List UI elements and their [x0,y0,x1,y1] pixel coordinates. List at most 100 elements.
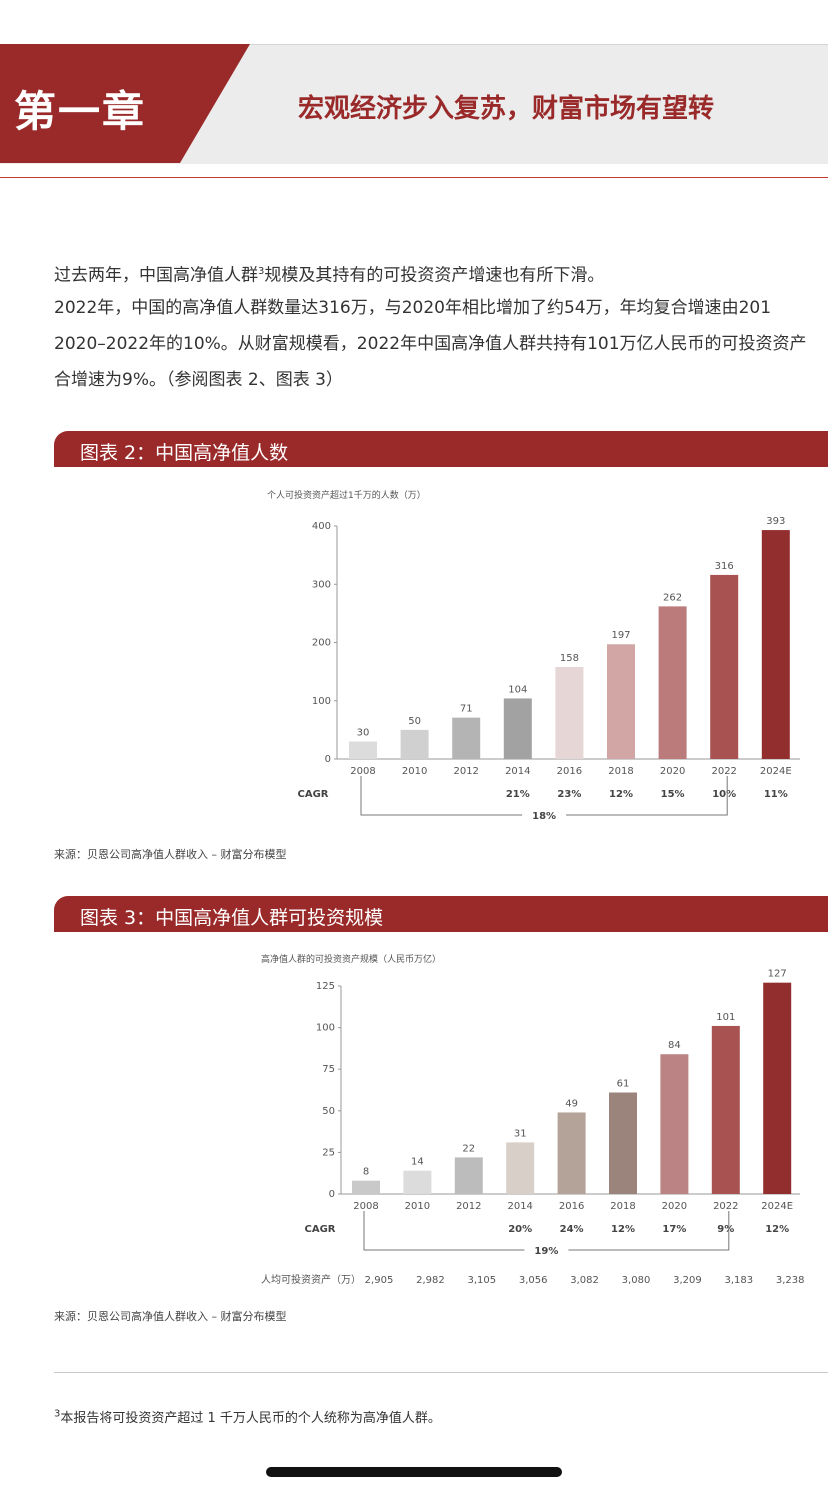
chart2-bar [506,1142,535,1194]
chart2-bar-value-label: 31 [514,1128,527,1139]
chart1-bar [710,574,739,759]
chart1-bar-value-label: 30 [357,728,370,739]
chart1-y-tick-label: 200 [312,638,331,649]
chart2-per-capita-value: 2,905 [365,1275,394,1286]
chart1-y-tick-label: 400 [312,521,331,532]
chart1-bar [400,729,429,759]
chart1-bar [503,698,532,759]
footnote: 3本报告将可投资资产超过 1 千万人民币的个人统称为高净值人群。 [54,1408,441,1426]
chart1-bar-value-label: 316 [715,561,734,572]
chart2-cagr-value: 20% [508,1224,532,1235]
figure-2-header [54,431,828,467]
chart1-x-tick-label: 2012 [453,766,478,777]
paragraph-line-1: 过去两年，中国高净值人群3规模及其持有的可投资资产增速也有所下滑。 [54,265,605,286]
chart2-x-tick-label: 2014 [507,1201,532,1212]
paragraph-line-3: 2020–2022年的10%。从财富规模看，2022年中国高净值人群共持有101… [54,334,807,354]
chart1-bar [452,717,481,759]
chart1-cagr-value: 21% [506,789,530,800]
chart2-y-tick-label: 100 [316,1023,335,1034]
chart1-cagr-value: 12% [609,789,633,800]
chart1-bar-value-label: 262 [663,592,682,603]
figure-3-header [54,896,828,932]
chart2-cagr-value: 17% [662,1224,686,1235]
chart2-bar-value-label: 61 [617,1078,630,1089]
chart2-x-tick-label: 2016 [559,1201,584,1212]
chart2-bar-value-label: 101 [716,1012,735,1023]
chart1-cagr-value: 15% [661,789,685,800]
chart2-y-tick-label: 50 [322,1106,335,1117]
chart1-axis-title: 个人可投资资产超过1千万的人数（万） [267,489,426,501]
chart2-x-tick-label: 2010 [405,1201,430,1212]
chart2-cagr-bracket-left [363,1211,525,1251]
chart2-x-tick-label: 2008 [353,1201,378,1212]
figure-2-chart: 个人可投资资产超过1千万的人数（万） 0 100 200 300 400 30 2008 50 2… [0,480,828,830]
chart2-per-capita-value: 3,238 [776,1275,805,1286]
chart1-bar [555,666,584,759]
paragraph-line-2: 2022年，中国的高净值人群数量达316万，与2020年相比增加了约54万，年均… [54,298,772,318]
chart1-x-tick-label: 2020 [660,766,685,777]
chart2-y-tick-label: 25 [322,1147,335,1158]
chart2-bar-value-label: 8 [363,1167,369,1178]
chart2-y-tick-label: 125 [316,981,335,992]
figure-2-source: 来源：贝恩公司高净值人群收入 – 财富分布模型 [54,848,287,861]
chart2-per-capita-value: 3,080 [622,1275,651,1286]
chart2-cagr-value: 12% [765,1224,789,1235]
chart1-bar-value-label: 104 [508,684,527,695]
home-indicator[interactable] [266,1467,562,1477]
header-divider [0,177,828,178]
chart2-bar [454,1157,483,1194]
chart1-x-tick-label: 2010 [402,766,427,777]
chart2-per-capita-value: 3,082 [570,1275,599,1286]
chart2-cagr-label: CAGR [305,1224,336,1235]
chart2-x-tick-label: 2012 [456,1201,481,1212]
chart1-bar [607,644,635,759]
figure-2-title: 图表 2：中国高净值人数 [80,442,289,464]
chapter-banner-red-block [0,44,250,163]
chart2-cagr-value: 24% [560,1224,584,1235]
chart1-x-tick-label: 2022 [711,766,736,777]
chart1-bar-value-label: 393 [766,516,785,527]
chart2-y-tick-label: 0 [329,1189,335,1200]
chart1-bar [349,741,377,759]
chapter-title: 宏观经济步入复苏，财富市场有望转 [298,94,715,124]
chart1-cagr-value: 11% [764,789,788,800]
footnote-divider [54,1372,828,1373]
chart2-overall-cagr: 19% [534,1246,558,1257]
chart2-bar [557,1112,586,1194]
chart1-x-tick-label: 2008 [350,766,375,777]
chart2-bar-value-label: 49 [565,1098,578,1109]
chart2-bar-value-label: 84 [668,1040,681,1051]
chart2-per-capita-value: 3,183 [724,1275,753,1286]
chart1-cagr-value: 23% [557,789,581,800]
chart1-y-tick-label: 300 [312,579,331,590]
chart2-axis-title: 高净值人群的可投资资产规模（人民币万亿） [261,953,441,965]
chart2-cagr-bracket-right [568,1211,730,1251]
chart1-x-tick-label: 2024E [760,766,792,777]
chart2-bar-value-label: 22 [462,1143,475,1154]
chart1-cagr-bracket-left [360,776,523,816]
chart2-bar-value-label: 14 [411,1157,424,1168]
figure-3-chart-svg: 高净值人群的可投资资产规模（人民币万亿） 0 25 50 75 100 125 8 2008 2,… [261,953,805,1286]
chart2-bar [352,1180,380,1194]
chart2-per-capita-value: 3,105 [467,1275,496,1286]
chart1-bar-value-label: 50 [408,716,421,727]
chart1-x-tick-label: 2016 [557,766,582,777]
chart1-y-tick-label: 100 [312,696,331,707]
chart2-y-tick-label: 75 [322,1064,335,1075]
chart2-bar [763,982,792,1194]
chart2-bar [403,1170,432,1194]
chart2-per-capita-label: 人均可投资资产（万） [261,1273,361,1286]
chart2-x-tick-label: 2018 [610,1201,635,1212]
chart1-y-tick-label: 0 [325,754,331,765]
chapter-label: 第一章 [14,87,147,136]
chart1-cagr-bracket-right [566,776,728,816]
chart1-bar-value-label: 158 [560,653,579,664]
chart2-x-tick-label: 2022 [713,1201,738,1212]
paragraph-line-4: 合增速为9%。（参阅图表 2、图表 3） [54,370,343,390]
chart1-cagr-value: 10% [712,789,736,800]
chart1-bar-value-label: 197 [611,630,630,641]
footnote-ref: 3 [258,266,265,277]
chart1-bar-value-label: 71 [460,704,473,715]
chart2-bar [660,1054,689,1194]
chart2-x-tick-label: 2020 [662,1201,687,1212]
